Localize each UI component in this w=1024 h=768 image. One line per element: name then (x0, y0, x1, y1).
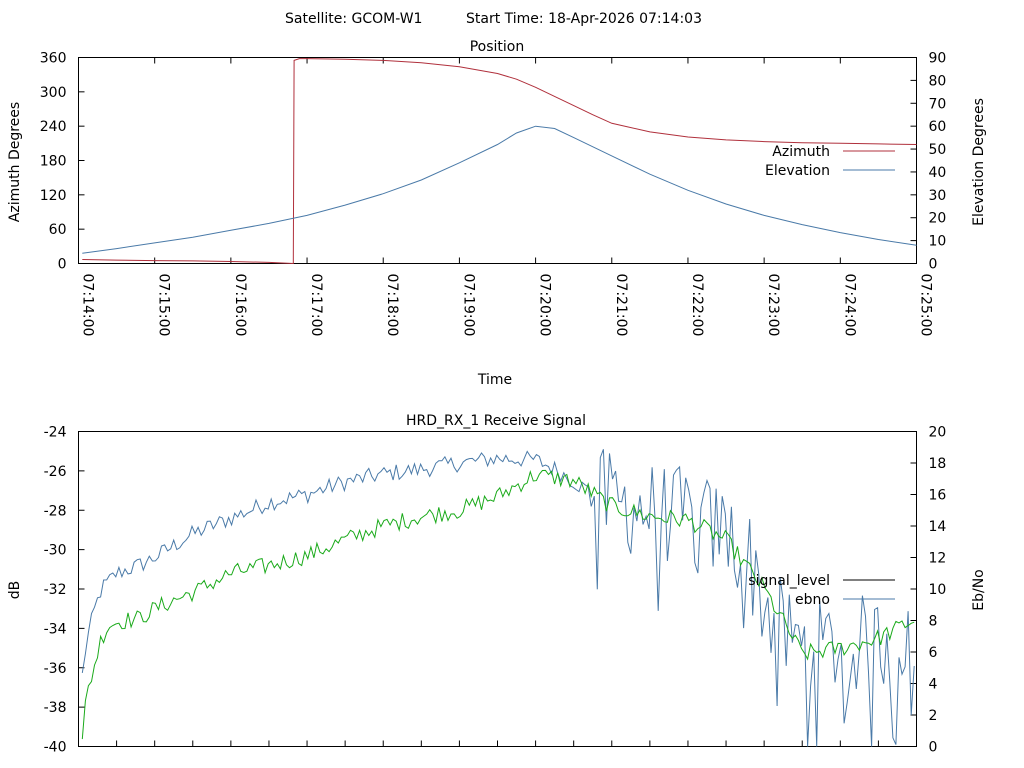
position-y2-tick-label: 10 (929, 234, 947, 250)
position-x-tick-labels: 07:14:00 07:15:00 07:16:00 07:17:00 07:18:00… (80, 274, 934, 337)
position-y2-tick-label: 0 (929, 257, 938, 273)
signal-y2-tick-label: 16 (929, 488, 947, 504)
signal-y2-tick-labels: 0 2 4 6 8 10 12 14 16 18 20 (929, 425, 947, 756)
position-y-tick-label: 240 (40, 119, 67, 135)
legend-ebno-label: ebno (795, 592, 830, 608)
position-y-axis-label: Azimuth Degrees (7, 102, 23, 222)
position-x-tick-label: 07:14:00 (80, 274, 96, 337)
signal-plot-frame (78, 431, 917, 747)
signal-chart-title: HRD_RX_1 Receive Signal (406, 413, 586, 429)
signal-y-tick-label: -28 (44, 503, 67, 519)
position-y-tick-label: 180 (40, 154, 67, 170)
signal-y-tick-label: -38 (44, 700, 67, 716)
position-chart-title: Position (470, 39, 525, 55)
signal-y2-tick-label: 6 (929, 645, 938, 661)
signal-legend: signal_level ebno (748, 573, 895, 608)
signal-y-axis-label: dB (7, 581, 23, 600)
position-y2-tick-label: 60 (929, 119, 947, 135)
legend-azimuth-label: Azimuth (772, 144, 830, 160)
position-x-tick-label: 07:17:00 (308, 274, 324, 337)
azimuth-series-line (82, 58, 917, 265)
position-x-axis-label: Time (477, 372, 512, 388)
signal-y-tick-label: -40 (44, 740, 67, 756)
position-x-tick-label: 07:20:00 (537, 274, 553, 337)
position-x-tick-label: 07:15:00 (156, 274, 172, 337)
signal-y2-tick-label: 18 (929, 456, 947, 472)
position-y2-tick-label: 90 (929, 51, 947, 67)
signal-y-tick-label: -30 (44, 543, 67, 559)
signal-y2-tick-label: 2 (929, 708, 938, 724)
signal-y-tick-label: -34 (44, 621, 67, 637)
position-y2-tick-label: 50 (929, 142, 947, 158)
position-chart: Position 0 60 120 180 240 300 360 0 10 20 30 40 50 6… (7, 39, 987, 388)
position-y2-tick-label: 20 (929, 211, 947, 227)
start-time-label: Start Time: 18-Apr-2026 07:14:03 (466, 11, 702, 27)
position-x-tick-label: 07:25:00 (918, 274, 934, 337)
legend-elevation-label: Elevation (765, 163, 830, 179)
position-x-tick-label: 07:21:00 (613, 274, 629, 337)
position-y2-tick-label: 40 (929, 165, 947, 181)
signal-y-tick-label: -36 (44, 661, 67, 677)
signal-y-tick-label: -26 (44, 464, 67, 480)
position-plot-frame (78, 57, 917, 264)
signal-y2-tick-label: 12 (929, 551, 947, 567)
position-y-tick-label: 60 (49, 222, 67, 238)
position-x-tick-label: 07:22:00 (689, 274, 705, 337)
signal-y-tick-label: -24 (44, 425, 67, 441)
position-x-tick-label: 07:18:00 (384, 274, 400, 337)
signal-y2-tick-label: 20 (929, 425, 947, 441)
position-y2-axis-label: Elevation Degrees (971, 98, 987, 226)
satellite-label: Satellite: GCOM-W1 (285, 11, 422, 27)
position-y-tick-label: 300 (40, 85, 67, 101)
signal-y2-tick-label: 8 (929, 614, 938, 630)
position-y2-tick-label: 30 (929, 188, 947, 204)
position-x-tick-label: 07:23:00 (765, 274, 781, 337)
signal-y2-tick-label: 4 (929, 677, 938, 693)
signal-level-series-line (81, 469, 915, 740)
signal-y-tick-label: -32 (44, 582, 67, 598)
signal-y2-tick-label: 14 (929, 519, 947, 535)
position-y-tick-label: 360 (40, 51, 67, 67)
signal-y2-axis-label: Eb/No (971, 569, 987, 611)
position-y-tick-label: 120 (40, 188, 67, 204)
signal-y2-tick-label: 10 (929, 582, 947, 598)
position-y-tick-labels: 0 60 120 180 240 300 360 (40, 51, 67, 273)
position-y2-tick-label: 80 (929, 73, 947, 89)
position-y2-tick-labels: 0 10 20 30 40 50 60 70 80 90 (929, 51, 947, 273)
position-x-tick-label: 07:19:00 (460, 274, 476, 337)
signal-ticks (78, 431, 917, 747)
position-x-tick-label: 07:16:00 (232, 274, 248, 337)
position-y-tick-label: 0 (58, 257, 67, 273)
position-x-tick-label: 07:24:00 (841, 274, 857, 337)
position-legend: Azimuth Elevation (765, 144, 895, 179)
signal-chart: HRD_RX_1 Receive Signal -40-38-36-34-32-… (7, 413, 987, 756)
signal-y-tick-labels: -40 -38 -36 -34 -32 -30 -28 -26 -24 (44, 425, 67, 756)
elevation-series-line (82, 125, 917, 254)
position-ticks (78, 57, 917, 264)
ebno-series-line (81, 449, 915, 747)
legend-signal-level-label: signal_level (748, 573, 830, 589)
signal-y2-tick-label: 0 (929, 740, 938, 756)
position-y2-tick-label: 70 (929, 96, 947, 112)
